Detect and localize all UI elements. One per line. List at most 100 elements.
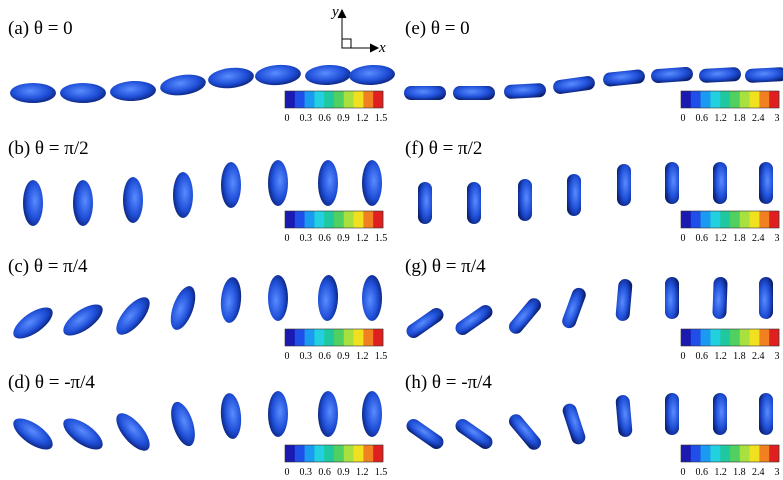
panel-label: (h) θ = -π/4 [405, 372, 492, 393]
colorbar-segment [701, 445, 711, 462]
particle [123, 177, 143, 223]
particle [10, 83, 56, 103]
particle [665, 393, 679, 435]
colorbar-segment [295, 211, 305, 228]
particle [617, 164, 631, 206]
colorbar-tick-label: 0 [285, 351, 290, 362]
panel-label: (f) θ = π/2 [405, 138, 482, 159]
colorbar-segment [354, 211, 364, 228]
colorbar-segment [334, 211, 344, 228]
particle [349, 64, 396, 86]
colorbar-segment [740, 211, 750, 228]
colorbar-tick-label: 1.5 [375, 467, 388, 478]
particle [111, 408, 156, 456]
colorbar-tick-label: 0 [681, 233, 686, 244]
colorbar-segment [295, 91, 305, 108]
colorbar-segment [324, 211, 334, 228]
colorbar-segment [285, 445, 295, 462]
particle [268, 160, 288, 206]
colorbar-segment [730, 329, 740, 346]
colorbar-segment [344, 91, 354, 108]
particle [665, 277, 679, 319]
colorbar-tick-label: 1.5 [375, 233, 388, 244]
colorbar-segment [324, 91, 334, 108]
colorbar-tick-label: 1.2 [714, 113, 727, 124]
colorbar-tick-label: 1.2 [356, 113, 369, 124]
particle [404, 305, 446, 341]
particle [268, 275, 288, 321]
particle [552, 75, 596, 95]
colorbar-tick-label: 3 [775, 113, 780, 124]
colorbar-segment [354, 329, 364, 346]
colorbar-segment [701, 91, 711, 108]
colorbar-segment [324, 445, 334, 462]
particle [73, 180, 93, 226]
particle [453, 416, 495, 452]
colorbar-segment [701, 329, 711, 346]
colorbar-tick-label: 0.3 [300, 351, 313, 362]
colorbar-tick-label: 0 [681, 467, 686, 478]
colorbar-segment [759, 211, 769, 228]
colorbar-tick-label: 0.3 [300, 467, 313, 478]
colorbar-tick-label: 0.6 [318, 113, 331, 124]
particle [318, 391, 338, 437]
colorbar-segment [305, 91, 315, 108]
colorbar-segment [285, 91, 295, 108]
colorbar-segment [285, 211, 295, 228]
panel-label: (e) θ = 0 [405, 18, 470, 39]
axis-glyph [338, 10, 378, 52]
colorbar-segment [720, 445, 730, 462]
colorbar-segment [710, 329, 720, 346]
colorbar-segment [373, 91, 383, 108]
colorbar-segment [759, 329, 769, 346]
colorbar-segment [334, 91, 344, 108]
colorbar-segment [334, 445, 344, 462]
colorbar-segment [720, 91, 730, 108]
colorbar-segment [710, 445, 720, 462]
particle [221, 162, 241, 208]
particle [651, 67, 694, 84]
colorbar-tick-label: 0.9 [337, 113, 350, 124]
particle [560, 286, 588, 330]
colorbar-segment [373, 329, 383, 346]
colorbar-segment [769, 329, 779, 346]
colorbar-segment [314, 91, 324, 108]
colorbar-tick-label: 0 [681, 351, 686, 362]
colorbar-segment [373, 211, 383, 228]
colorbar-segment [769, 91, 779, 108]
panel-label: (c) θ = π/4 [8, 256, 88, 277]
particle [173, 172, 193, 218]
colorbar-segment [759, 91, 769, 108]
particle [602, 69, 645, 87]
colorbar-segment [314, 329, 324, 346]
particle [567, 174, 581, 216]
colorbar-tick-label: 0 [285, 113, 290, 124]
colorbar-segment [710, 211, 720, 228]
colorbar-segment [681, 329, 691, 346]
colorbar-segment [691, 91, 701, 108]
particle [268, 391, 288, 437]
particle [254, 63, 301, 86]
colorbar-segment [305, 445, 315, 462]
colorbar-segment [295, 445, 305, 462]
particle [759, 162, 773, 204]
particle [504, 83, 547, 99]
colorbar-segment [295, 329, 305, 346]
colorbar-segment [730, 445, 740, 462]
colorbar-tick-label: 0 [681, 113, 686, 124]
particle [362, 160, 382, 206]
particle [23, 180, 43, 226]
colorbar-segment [285, 329, 295, 346]
particle [8, 302, 57, 345]
colorbar-segment [305, 211, 315, 228]
particle [362, 391, 382, 437]
particle [166, 399, 199, 449]
particle [467, 182, 481, 224]
colorbar-tick-label: 3 [775, 351, 780, 362]
colorbar-segment [314, 445, 324, 462]
particle [759, 277, 773, 319]
particle [219, 276, 243, 324]
particle [561, 402, 587, 446]
figure: y x (a) θ = 000.30.60.91.21.5(b) θ = π/2… [0, 0, 783, 480]
colorbar-tick-label: 2.4 [752, 233, 765, 244]
